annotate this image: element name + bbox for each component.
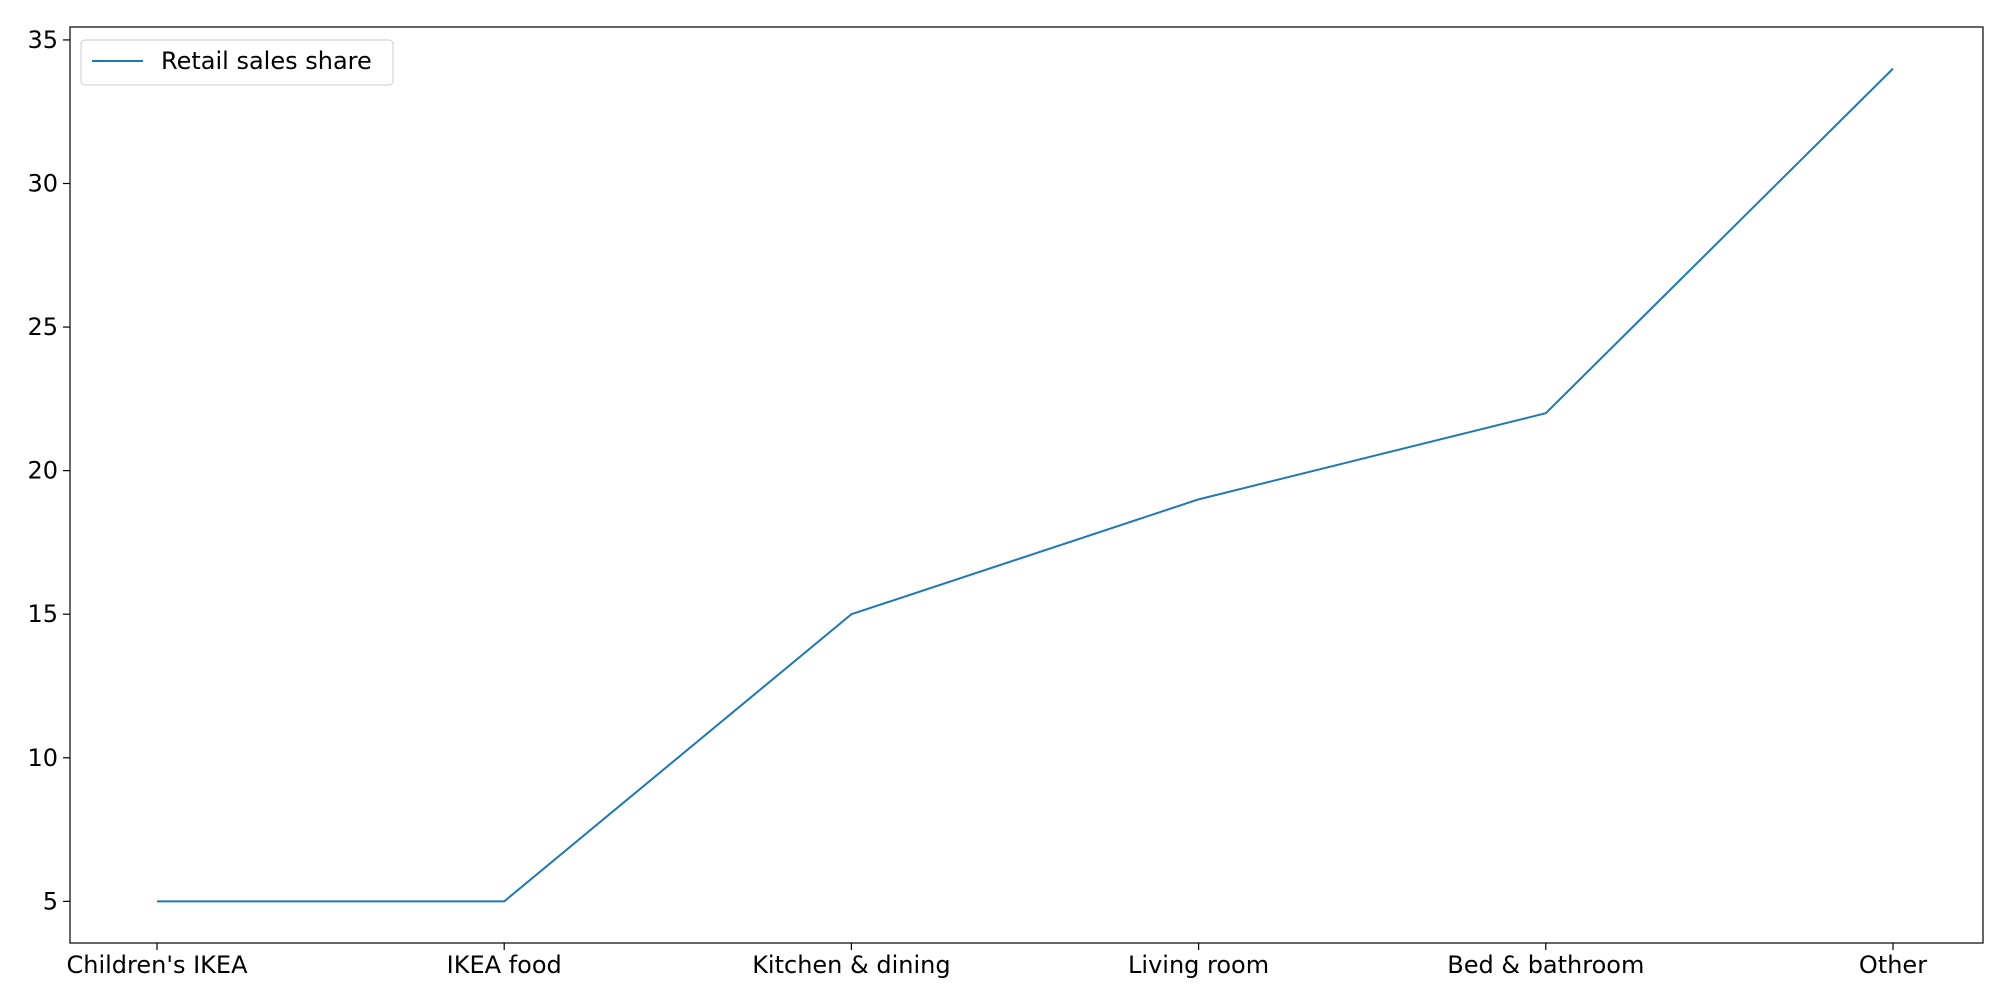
x-tick-label: Living room	[1128, 951, 1269, 979]
y-tick-label: 10	[27, 744, 58, 772]
y-tick-label: 30	[27, 169, 58, 197]
y-tick-label: 5	[43, 887, 58, 915]
legend: Retail sales share	[80, 39, 394, 86]
x-tick-label: Other	[1859, 951, 1927, 979]
series-line-retail-sales-share	[157, 67, 1894, 903]
y-axis: 5 10 15 20 25 30 35	[27, 26, 70, 915]
x-axis: Children's IKEA IKEA food Kitchen & dining…	[67, 943, 1927, 979]
y-tick-label: 20	[27, 457, 58, 485]
y-tick-label: 35	[27, 26, 58, 54]
legend-label: Retail sales share	[161, 47, 372, 75]
x-tick-label: IKEA food	[447, 951, 562, 979]
x-tick-label: Kitchen & dining	[752, 951, 950, 979]
y-tick-label: 25	[27, 313, 58, 341]
x-tick-label: Bed & bathroom	[1447, 951, 1644, 979]
legend-box	[80, 39, 394, 86]
axes-frame	[69, 26, 1984, 944]
plot-layer	[157, 67, 1894, 903]
x-tick-label: Children's IKEA	[67, 951, 249, 979]
y-tick-label: 15	[27, 600, 58, 628]
